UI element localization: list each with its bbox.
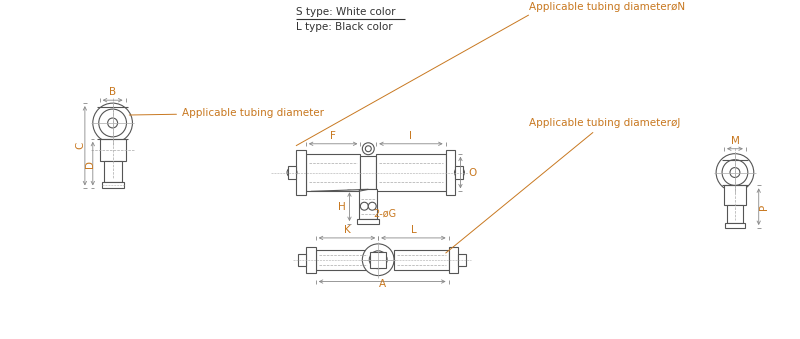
Text: D: D — [85, 160, 95, 167]
Bar — [358, 219, 379, 224]
Bar — [394, 250, 449, 270]
Text: H: H — [338, 202, 346, 212]
Text: M: M — [730, 136, 739, 146]
Circle shape — [374, 256, 382, 264]
Circle shape — [290, 171, 294, 175]
Circle shape — [370, 251, 387, 268]
Circle shape — [458, 171, 462, 175]
Circle shape — [716, 154, 754, 191]
Bar — [306, 247, 316, 273]
Bar — [449, 247, 458, 273]
Bar — [288, 165, 296, 179]
Text: Applicable tubing diameterøN: Applicable tubing diameterøN — [529, 2, 685, 12]
Text: F: F — [330, 131, 336, 141]
Bar — [102, 182, 123, 188]
Bar — [359, 190, 378, 219]
Text: P: P — [758, 204, 769, 210]
Circle shape — [93, 103, 133, 143]
Bar — [360, 156, 376, 190]
Text: A: A — [378, 279, 386, 290]
Circle shape — [98, 109, 126, 137]
Bar — [724, 185, 746, 205]
Bar — [306, 154, 360, 191]
Text: O: O — [468, 167, 477, 178]
Text: Applicable tubing diameter: Applicable tubing diameter — [130, 108, 324, 118]
Bar — [376, 154, 446, 191]
Bar — [370, 252, 386, 268]
Circle shape — [360, 202, 368, 210]
Bar — [100, 139, 126, 161]
Text: S type: White color: S type: White color — [296, 7, 395, 17]
Text: L: L — [410, 225, 416, 235]
Bar — [104, 161, 122, 182]
Bar — [298, 254, 306, 266]
Bar — [725, 223, 745, 228]
Circle shape — [722, 160, 748, 185]
Text: Applicable tubing diameterøJ: Applicable tubing diameterøJ — [446, 118, 680, 253]
Bar — [455, 165, 463, 179]
Circle shape — [362, 143, 374, 155]
Circle shape — [287, 167, 297, 178]
Bar — [446, 150, 455, 195]
Circle shape — [368, 202, 376, 210]
Circle shape — [366, 146, 371, 152]
Circle shape — [730, 167, 740, 178]
Text: I: I — [410, 131, 413, 141]
Text: K: K — [344, 225, 350, 235]
Circle shape — [362, 244, 394, 276]
Text: B: B — [109, 87, 116, 97]
Circle shape — [454, 167, 465, 178]
Bar — [727, 205, 743, 223]
Text: 2-øG: 2-øG — [374, 209, 396, 219]
Text: L type: Black color: L type: Black color — [296, 22, 393, 32]
Bar — [458, 254, 466, 266]
Bar — [316, 250, 370, 270]
Bar — [296, 150, 306, 195]
Text: C: C — [75, 142, 85, 149]
Circle shape — [108, 118, 118, 128]
